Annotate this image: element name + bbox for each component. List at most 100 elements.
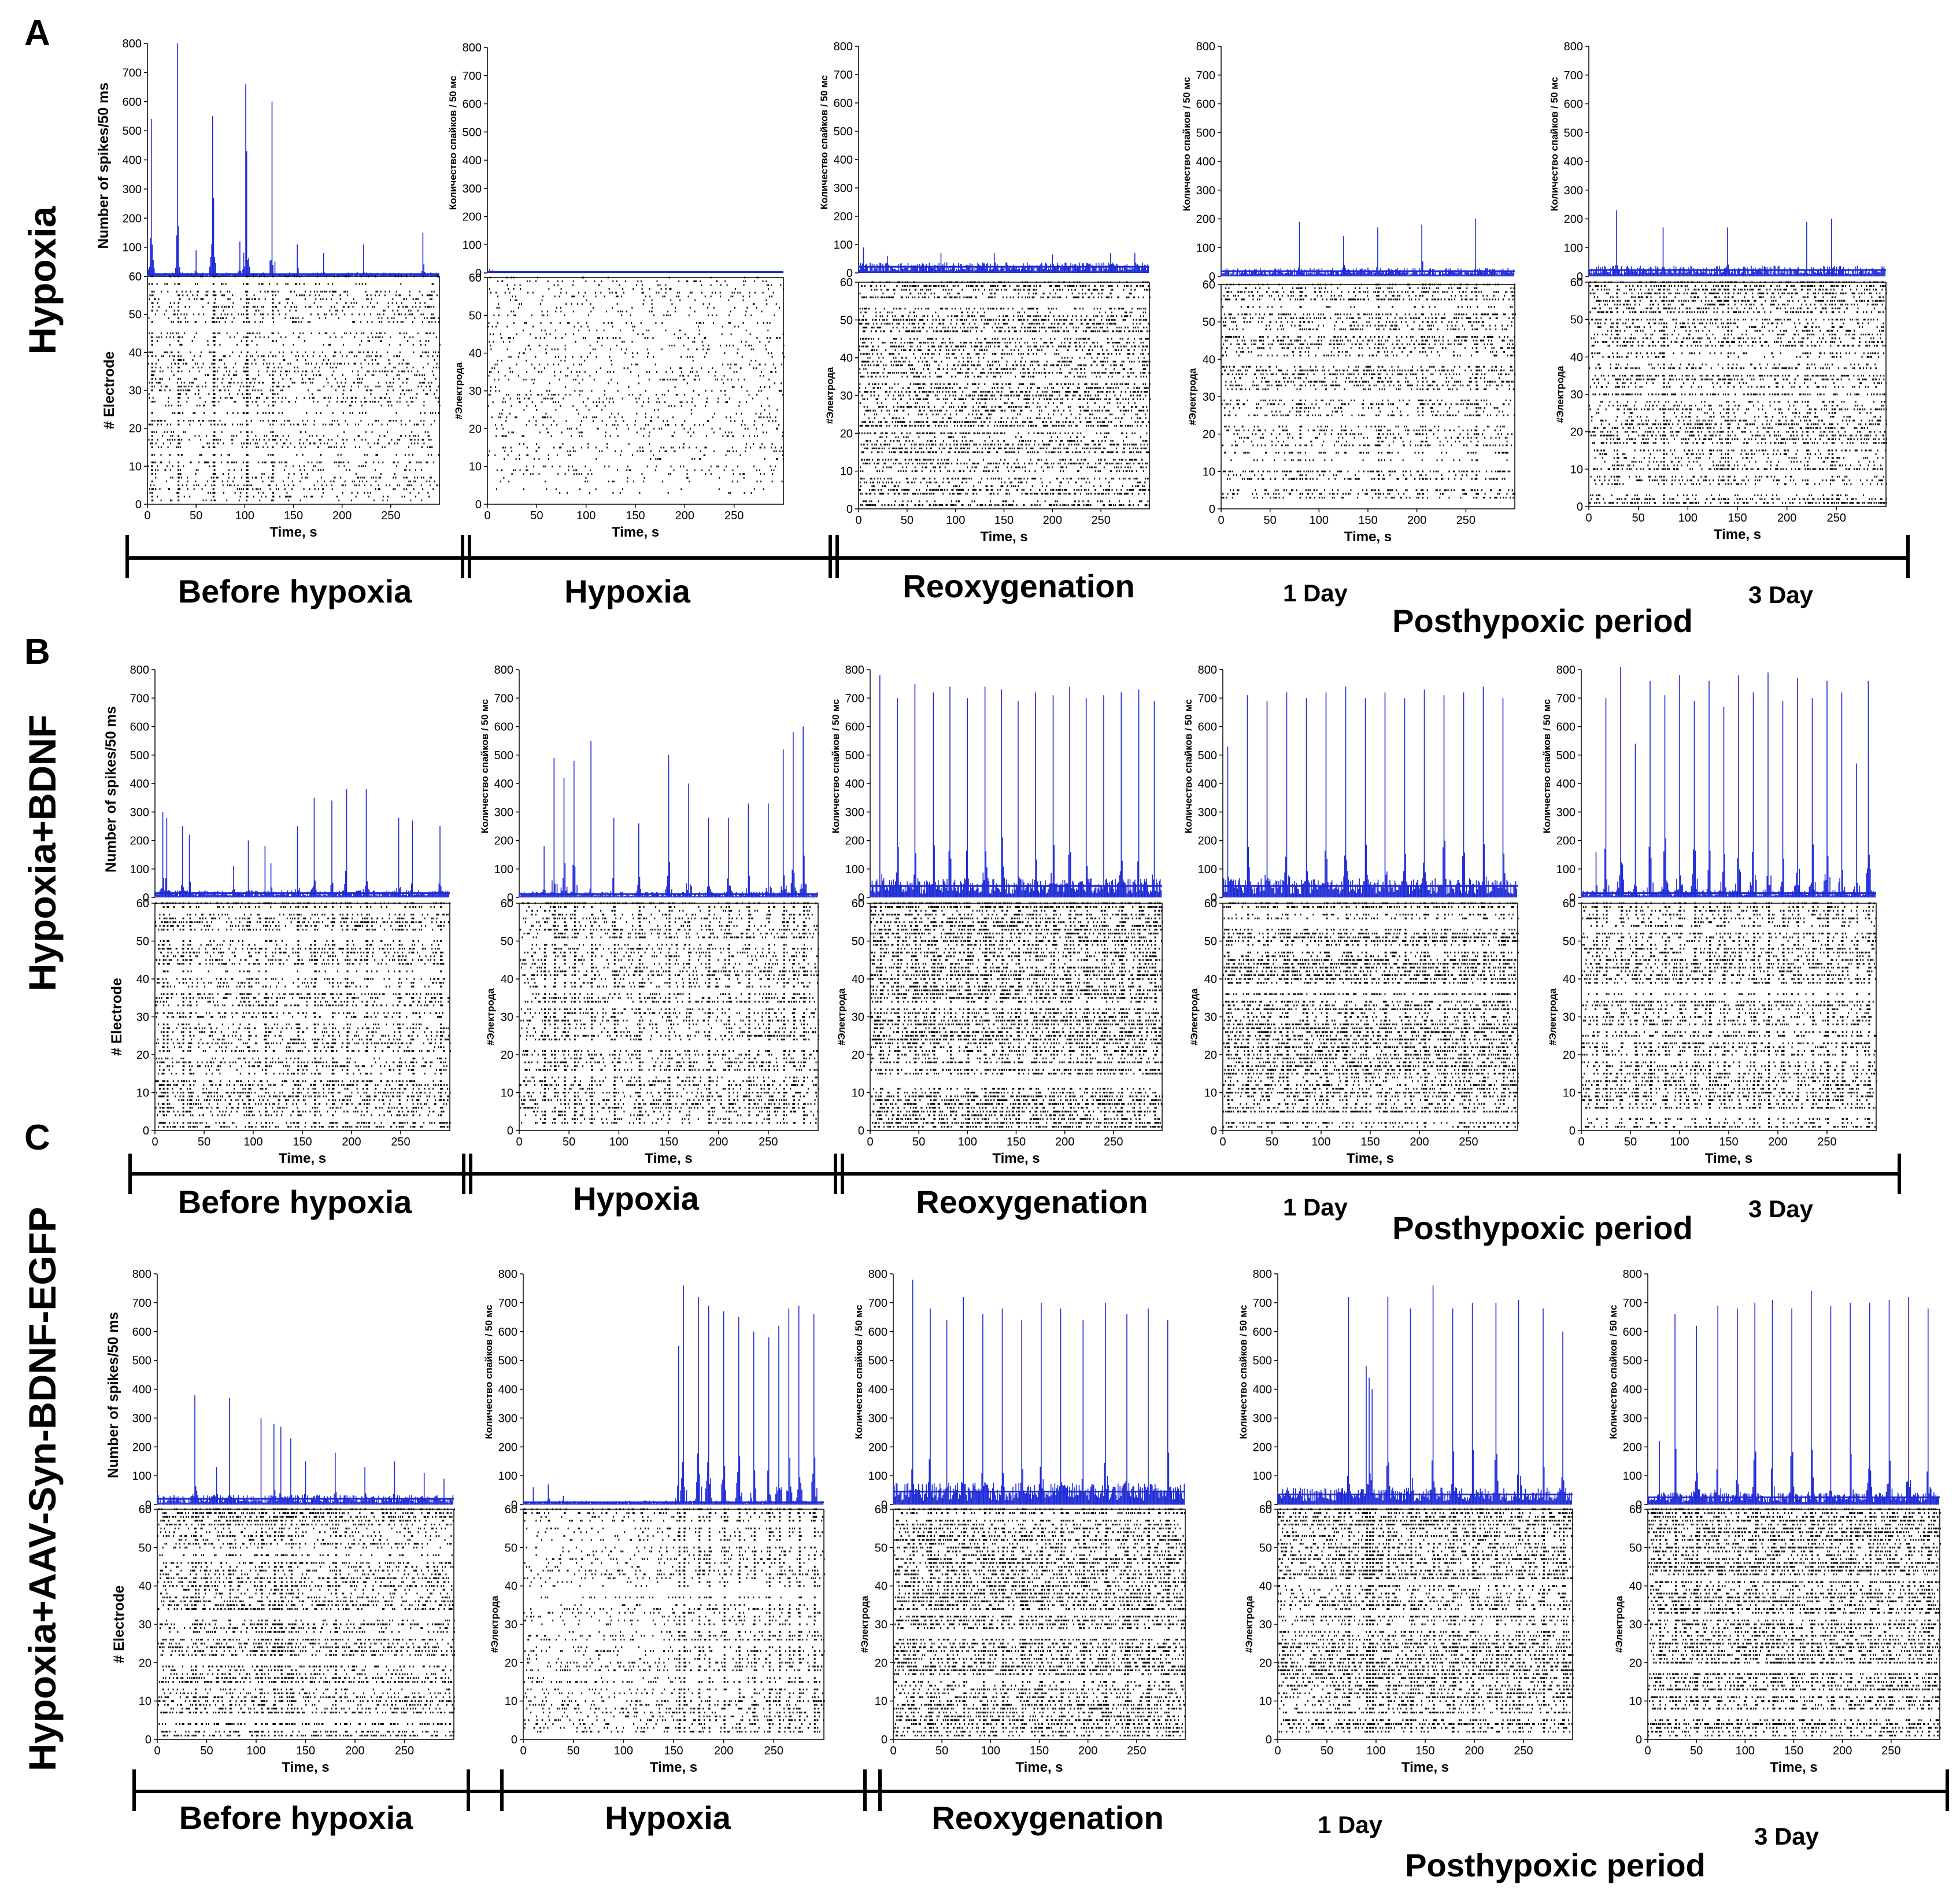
spike-axis-label: Количество спайков / 50 мс [1183,699,1194,833]
electrode-tick-label: 20 [129,423,142,435]
time-tick-label: 200 [1055,1136,1074,1148]
timeline-b [128,1154,1901,1194]
spike-tick-label: 500 [1253,1355,1272,1368]
spike-tick-label: 600 [498,1326,517,1339]
spike-axis-label: Количество спайков / 50 мс [853,1305,864,1439]
spike-axis-label: Количество спайков / 50 мс [479,699,490,833]
spike-tick-label: 700 [130,692,149,705]
electrode-tick-label: 10 [875,1695,887,1708]
spike-tick-label: 800 [1198,664,1217,677]
time-tick-label: 200 [1078,1745,1097,1757]
electrode-tick-label: 10 [1204,1087,1217,1100]
electrode-tick-label: 10 [1570,463,1583,476]
electrode-tick-label: 0 [1636,1734,1642,1746]
electrode-tick-label: 30 [852,1011,864,1024]
time-tick-label: 250 [1459,1136,1478,1148]
spike-tick-label: 200 [1623,1441,1642,1454]
electrode-axis-label: #Электрода [1555,365,1566,423]
spike-tick-label: 0 [1577,271,1583,283]
time-tick-label: 0 [1644,1745,1651,1757]
time-tick-label: 100 [243,1136,262,1148]
electrode-axis-label: # Electrode [109,978,125,1056]
spike-tick-label: 300 [1196,184,1215,197]
time-tick-label: 50 [530,509,543,522]
phase-label-b-reox: Reoxygenation [916,1184,1148,1220]
electrode-tick-label: 60 [1563,897,1576,910]
phase-label-a-before: Before hypoxia [178,573,412,609]
spike-tick-label: 400 [868,1384,887,1396]
electrode-tick-label: 50 [505,1542,517,1554]
electrode-axis-label: #Электрода [836,988,847,1045]
electrode-tick-label: 20 [840,427,853,440]
electrode-tick-label: 60 [469,272,482,284]
spike-tick-label: 300 [868,1412,887,1425]
time-tick-label: 0 [520,1745,526,1757]
time-tick-label: 100 [958,1136,977,1148]
spike-tick-label: 600 [463,98,482,111]
spike-tick-label: 800 [1556,664,1576,677]
time-tick-label: 250 [1817,1136,1836,1148]
raster-dots [1278,1508,1574,1733]
phase-label-b-before: Before hypoxia [178,1184,412,1220]
electrode-tick-label: 30 [129,385,142,397]
time-tick-label: 150 [1358,514,1377,527]
time-tick-label: 150 [1415,1745,1434,1757]
electrode-tick-label: 50 [139,1542,151,1554]
spike-tick-label: 200 [463,211,482,224]
raster-dots [487,276,785,494]
electrode-axis-label: #Электрода [824,367,835,424]
electrode-tick-label: 40 [501,973,513,986]
electrode-tick-label: 50 [501,936,513,948]
spike-histogram [1588,210,1886,276]
electrode-tick-label: 40 [1203,353,1215,366]
time-axis-label: Time, s [1714,527,1761,542]
spike-tick-label: 100 [1556,863,1576,876]
spike-tick-label: 600 [123,96,142,109]
spike-tick-label: 700 [494,692,513,705]
time-tick-label: 150 [994,514,1014,527]
time-tick-label: 100 [1311,1136,1330,1148]
time-axis-label: Time, s [650,1760,697,1775]
time-tick-label: 200 [1410,1136,1429,1148]
raster-dots [1581,902,1877,1128]
time-tick-label: 50 [1264,514,1277,527]
panel-letter-a: A [24,13,50,53]
spike-tick-label: 800 [1564,40,1583,53]
spike-tick-label: 200 [1556,835,1576,848]
time-tick-label: 0 [154,1745,160,1757]
electrode-tick-label: 20 [1259,1657,1272,1669]
spike-tick-label: 400 [494,778,513,790]
spike-axis-label: Number of spikes/50 ms [105,1312,121,1479]
time-tick-label: 250 [395,1745,414,1757]
spike-tick-label: 700 [1253,1297,1272,1310]
spike-tick-label: 600 [1198,721,1217,734]
spike-tick-label: 800 [130,664,149,677]
spike-tick-label: 400 [1196,156,1215,168]
electrode-tick-label: 10 [1203,465,1215,478]
spike-tick-label: 0 [1569,892,1576,904]
spike-tick-label: 300 [498,1412,517,1425]
time-tick-label: 150 [1360,1136,1380,1148]
spike-tick-label: 300 [1198,806,1217,819]
spike-tick-label: 400 [1198,778,1217,790]
spike-tick-label: 0 [507,892,513,904]
electrode-tick-label: 40 [505,1580,517,1593]
spike-tick-label: 700 [1623,1297,1642,1310]
electrode-tick-label: 0 [1266,1734,1272,1746]
raster-dots [893,1508,1186,1736]
electrode-tick-label: 40 [129,346,142,359]
time-tick-label: 150 [1784,1745,1803,1757]
time-tick-label: 200 [1833,1745,1852,1757]
time-tick-label: 50 [1266,1136,1278,1148]
time-tick-label: 100 [946,514,965,527]
electrode-tick-label: 40 [1570,351,1583,364]
electrode-tick-label: 20 [1203,428,1215,441]
time-tick-label: 0 [1218,514,1224,527]
spike-tick-label: 800 [494,664,513,677]
